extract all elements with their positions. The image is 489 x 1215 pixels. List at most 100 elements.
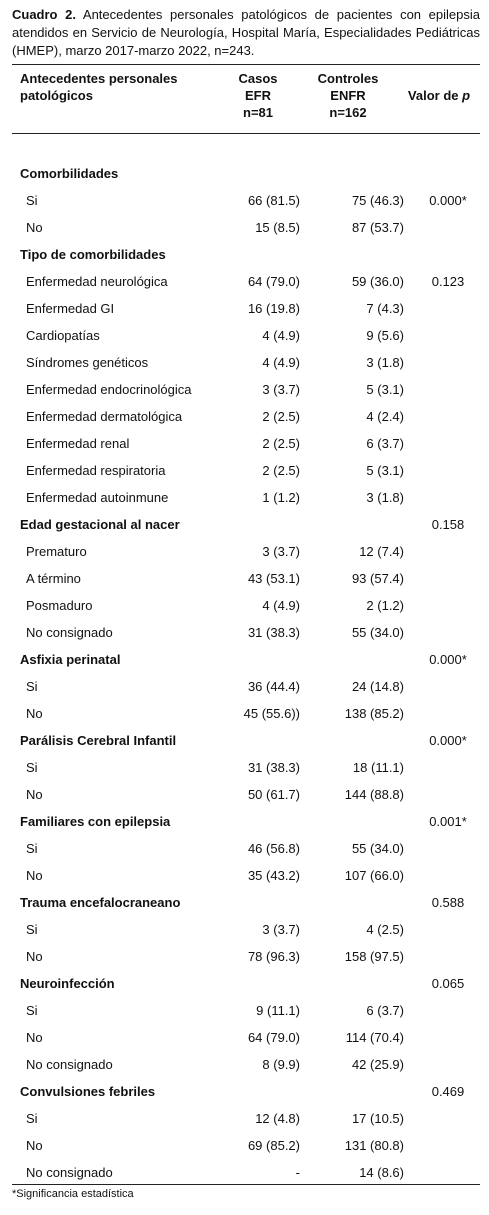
header-valor-p-italic: p: [462, 88, 471, 103]
row-label: Posmaduro: [26, 598, 93, 613]
cell-casos: 50 (61.7): [247, 787, 300, 802]
cell-controles: 14 (8.6): [359, 1165, 404, 1180]
cell-casos: 16 (19.8): [247, 301, 300, 316]
row-label: Si: [26, 760, 38, 775]
table-row: Posmaduro 4 (4.9) 2 (1.2): [12, 592, 480, 619]
cell-valor-p: 0.001*: [429, 814, 467, 829]
row-label: Si: [26, 1111, 38, 1126]
table-row: No consignado - 14 (8.6): [12, 1159, 480, 1186]
row-label: Neuroinfección: [20, 976, 115, 991]
table-row: Enfermedad respiratoria 2 (2.5) 5 (3.1): [12, 457, 480, 484]
row-label: Si: [26, 679, 38, 694]
row-label: Si: [26, 841, 38, 856]
table-row: No 45 (55.6)) 138 (85.2): [12, 700, 480, 727]
cell-controles: 144 (88.8): [344, 787, 404, 802]
row-label: A término: [26, 571, 81, 586]
section-row: Asfixia perinatal 0.000*: [12, 646, 480, 673]
cell-controles: 5 (3.1): [366, 463, 404, 478]
cell-controles: 18 (11.1): [352, 760, 404, 775]
table-row: Si 12 (4.8) 17 (10.5): [12, 1105, 480, 1132]
row-label: Enfermedad dermatológica: [26, 409, 183, 424]
cell-controles: 4 (2.4): [366, 409, 404, 424]
row-label: Parálisis Cerebral Infantil: [20, 733, 177, 748]
section-row: Edad gestacional al nacer 0.158: [12, 511, 480, 538]
header-controles-line-1: Controles: [317, 71, 379, 86]
table-row: No 69 (85.2) 131 (80.8): [12, 1132, 480, 1159]
row-label: No consignado: [26, 1057, 113, 1072]
header-bottom-rule: [12, 133, 480, 134]
row-label: No: [26, 1138, 43, 1153]
row-label: Familiares con epilepsia: [20, 814, 171, 829]
cell-controles: 93 (57.4): [351, 571, 404, 586]
cell-casos: 31 (38.3): [247, 625, 300, 640]
table-row: Enfermedad endocrinológica 3 (3.7) 5 (3.1): [12, 376, 480, 403]
cell-casos: -: [295, 1165, 300, 1180]
row-label: No: [26, 949, 43, 964]
table-body: Comorbilidades Si 66 (81.5) 75 (46.3) 0.000*…: [12, 160, 480, 1186]
cell-casos: 9 (11.1): [256, 1003, 300, 1018]
cell-valor-p: 0.469: [431, 1084, 465, 1099]
row-label: No consignado: [26, 1165, 113, 1180]
cell-controles: 55 (34.0): [351, 841, 404, 856]
table-row: No 64 (79.0) 114 (70.4): [12, 1024, 480, 1051]
section-row: Neuroinfección 0.065: [12, 970, 480, 997]
cell-casos: 69 (85.2): [247, 1138, 300, 1153]
cell-casos: 43 (53.1): [247, 571, 300, 586]
table-row: Si 66 (81.5) 75 (46.3) 0.000*: [12, 187, 480, 214]
caption-lead: Cuadro 2.: [12, 7, 76, 22]
cell-controles: 5 (3.1): [366, 382, 404, 397]
cell-valor-p: 0.158: [431, 517, 465, 532]
row-label: Si: [26, 1003, 38, 1018]
cell-controles: 131 (80.8): [344, 1138, 404, 1153]
table-caption: Cuadro 2. Antecedentes personales patoló…: [12, 6, 480, 60]
header-valor-p: Valor de p: [394, 87, 484, 104]
table-row: No 78 (96.3) 158 (97.5): [12, 943, 480, 970]
row-label: No: [26, 1030, 43, 1045]
cell-controles: 17 (10.5): [351, 1111, 404, 1126]
row-label: Si: [26, 922, 38, 937]
row-label: Trauma encefalocraneano: [20, 895, 181, 910]
header-casos: Casos EFR n=81: [216, 70, 300, 121]
header-casos-line-1: Casos: [238, 71, 278, 86]
cell-casos: 31 (38.3): [247, 760, 300, 775]
table-row: Cardiopatías 4 (4.9) 9 (5.6): [12, 322, 480, 349]
cell-valor-p: 0.000*: [429, 733, 467, 748]
row-label: Asfixia perinatal: [20, 652, 121, 667]
cell-valor-p: 0.065: [431, 976, 465, 991]
cell-casos: 2 (2.5): [262, 409, 300, 424]
cell-casos: 66 (81.5): [247, 193, 300, 208]
row-label: Enfermedad GI: [26, 301, 115, 316]
cell-controles: 12 (7.4): [359, 544, 404, 559]
row-label: Edad gestacional al nacer: [20, 517, 180, 532]
cell-controles: 59 (36.0): [351, 274, 404, 289]
cell-controles: 4 (2.5): [366, 922, 404, 937]
row-label: Enfermedad neurológica: [26, 274, 168, 289]
cell-controles: 42 (25.9): [351, 1057, 404, 1072]
cell-controles: 9 (5.6): [366, 328, 404, 343]
cell-controles: 87 (53.7): [351, 220, 404, 235]
row-label: No: [26, 220, 43, 235]
cell-casos: 4 (4.9): [262, 328, 300, 343]
cell-casos: 2 (2.5): [262, 463, 300, 478]
cell-controles: 138 (85.2): [344, 706, 404, 721]
section-row: Parálisis Cerebral Infantil 0.000*: [12, 727, 480, 754]
section-row: Trauma encefalocraneano 0.588: [12, 889, 480, 916]
row-label: Prematuro: [26, 544, 87, 559]
cell-casos: 12 (4.8): [255, 1111, 300, 1126]
table-row: A término 43 (53.1) 93 (57.4): [12, 565, 480, 592]
section-row: Familiares con epilepsia 0.001*: [12, 808, 480, 835]
row-label: Comorbilidades: [20, 166, 119, 181]
table-top-rule: [12, 64, 480, 65]
table-row: Enfermedad autoinmune 1 (1.2) 3 (1.8): [12, 484, 480, 511]
cell-casos: 1 (1.2): [262, 490, 300, 505]
table-row: Si 46 (56.8) 55 (34.0): [12, 835, 480, 862]
table-row: Si 9 (11.1) 6 (3.7): [12, 997, 480, 1024]
table-row: Síndromes genéticos 4 (4.9) 3 (1.8): [12, 349, 480, 376]
cell-controles: 3 (1.8): [366, 355, 404, 370]
row-label: Enfermedad renal: [26, 436, 130, 451]
header-antecedentes-line-2: patológicos: [20, 88, 93, 103]
header-controles-line-3: n=162: [329, 105, 367, 120]
cell-controles: 158 (97.5): [344, 949, 404, 964]
table-row: Si 3 (3.7) 4 (2.5): [12, 916, 480, 943]
cell-controles: 7 (4.3): [366, 301, 404, 316]
